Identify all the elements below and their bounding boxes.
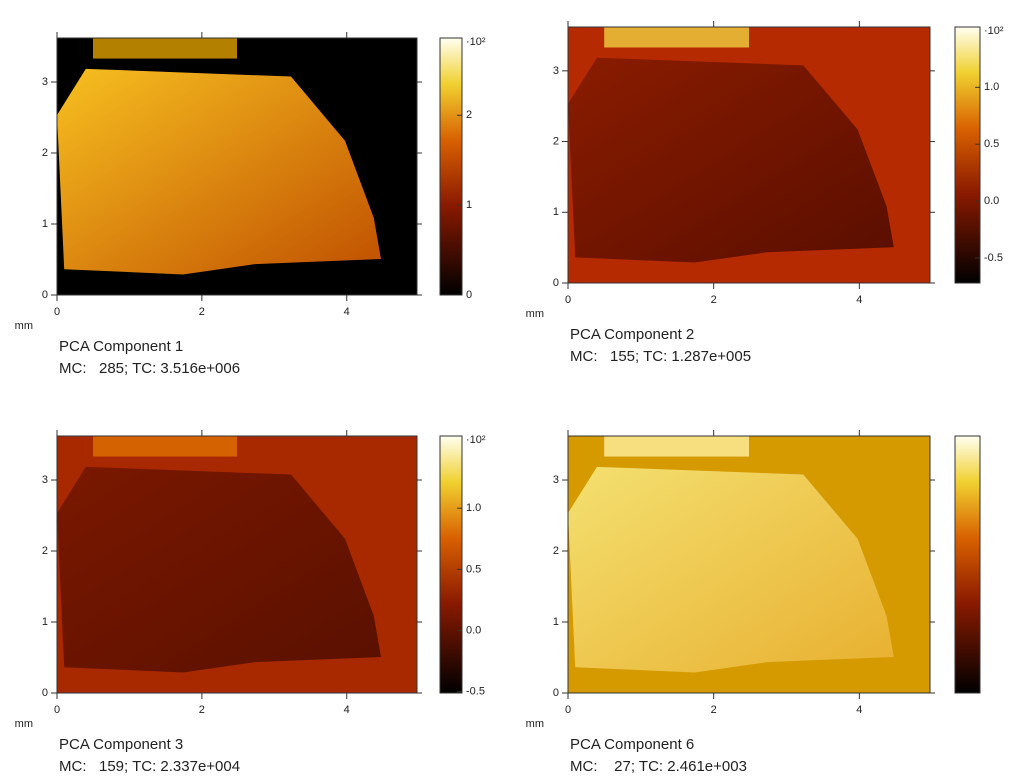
- x-axis-unit: mm: [526, 718, 544, 730]
- y-tick-label: 0: [553, 277, 559, 289]
- colorbar-tick-label: 1: [466, 199, 472, 211]
- colorbar: [439, 37, 463, 296]
- y-tick-label: 3: [42, 474, 48, 486]
- panel: 0 2 4 0 1 2 3 mm PCA Component 3 MC: 159; TC: 2.3…: [15, 430, 486, 775]
- colorbar-tick-label: 1.0: [466, 502, 481, 514]
- colorbar-tick-label: 0.5: [466, 563, 481, 575]
- y-tick-label: 2: [42, 147, 48, 159]
- panel-stats: MC: 159; TC: 2.337e+004: [59, 758, 240, 775]
- colorbar-tick-label: 2: [466, 109, 472, 121]
- colorbar-tick-label: 0.5: [984, 138, 999, 150]
- colorbar-multiplier: ·10²: [984, 25, 1004, 37]
- sample-region: [57, 466, 381, 673]
- colorbar-tick-label: 0.0: [984, 195, 999, 207]
- x-axis-unit: mm: [15, 320, 33, 332]
- colorbar: [439, 435, 463, 694]
- colorbar-tick-label: -0.5: [466, 686, 485, 698]
- plot-frame: [56, 37, 418, 296]
- panel-stats: MC: 27; TC: 2.461e+003: [570, 758, 747, 775]
- plot-frame: [56, 435, 418, 694]
- x-tick-label: 2: [711, 704, 717, 716]
- x-tick-label: 0: [54, 306, 60, 318]
- plot-frame: [567, 26, 931, 284]
- x-tick-label: 4: [856, 704, 862, 716]
- panel: 0 2 4 0 1 2 3 mm PCA Component 6 MC: 27; TC: 2.46…: [526, 430, 981, 775]
- x-tick-label: 0: [54, 704, 60, 716]
- colorbar-tick-label: 0: [466, 289, 472, 301]
- x-tick-label: 0: [565, 294, 571, 306]
- colorbar-tick-label: 1.0: [984, 81, 999, 93]
- y-tick-label: 1: [553, 616, 559, 628]
- panel-title: PCA Component 3: [59, 736, 183, 753]
- y-tick-label: 1: [42, 218, 48, 230]
- sample-region: [568, 466, 894, 673]
- panel-stats: MC: 285; TC: 3.516e+006: [59, 360, 240, 377]
- x-axis-unit: mm: [15, 718, 33, 730]
- y-tick-label: 2: [42, 545, 48, 557]
- x-tick-label: 4: [344, 306, 350, 318]
- y-tick-label: 0: [42, 687, 48, 699]
- colorbar-multiplier: ·10²: [466, 434, 486, 446]
- x-tick-label: 2: [199, 704, 205, 716]
- y-tick-label: 3: [553, 65, 559, 77]
- colorbar: [954, 435, 981, 694]
- y-tick-label: 3: [553, 474, 559, 486]
- sample-top: [93, 38, 237, 59]
- plot-frame: [567, 435, 931, 694]
- colorbar: [954, 26, 981, 284]
- x-tick-label: 0: [565, 704, 571, 716]
- y-tick-label: 3: [42, 76, 48, 88]
- panel: 0 2 4 0 1 2 3 mm PCA Component 2 MC: 155; TC: 1.2…: [526, 21, 1004, 365]
- x-tick-label: 2: [199, 306, 205, 318]
- panel: 0 2 4 0 1 2 3 mm PCA Component 1 MC: 285; TC: 3.5…: [15, 32, 486, 377]
- y-tick-label: 1: [42, 616, 48, 628]
- y-tick-label: 0: [553, 687, 559, 699]
- panel-title: PCA Component 6: [570, 736, 694, 753]
- sample-top: [93, 436, 237, 457]
- colorbar-tick-label: 0.0: [466, 624, 481, 636]
- panel-title: PCA Component 1: [59, 338, 183, 355]
- sample-top: [604, 27, 749, 48]
- y-tick-label: 0: [42, 289, 48, 301]
- y-tick-label: 2: [553, 135, 559, 147]
- x-tick-label: 4: [856, 294, 862, 306]
- sample-region: [568, 57, 894, 263]
- colorbar-tick-label: -0.5: [984, 252, 1003, 264]
- y-tick-label: 1: [553, 206, 559, 218]
- x-tick-label: 4: [344, 704, 350, 716]
- sample-top: [604, 436, 749, 457]
- x-axis-unit: mm: [526, 308, 544, 320]
- sample-region: [57, 68, 381, 275]
- x-tick-label: 2: [711, 294, 717, 306]
- panel-stats: MC: 155; TC: 1.287e+005: [570, 348, 751, 365]
- panel-title: PCA Component 2: [570, 326, 694, 343]
- colorbar-multiplier: ·10²: [466, 36, 486, 48]
- y-tick-label: 2: [553, 545, 559, 557]
